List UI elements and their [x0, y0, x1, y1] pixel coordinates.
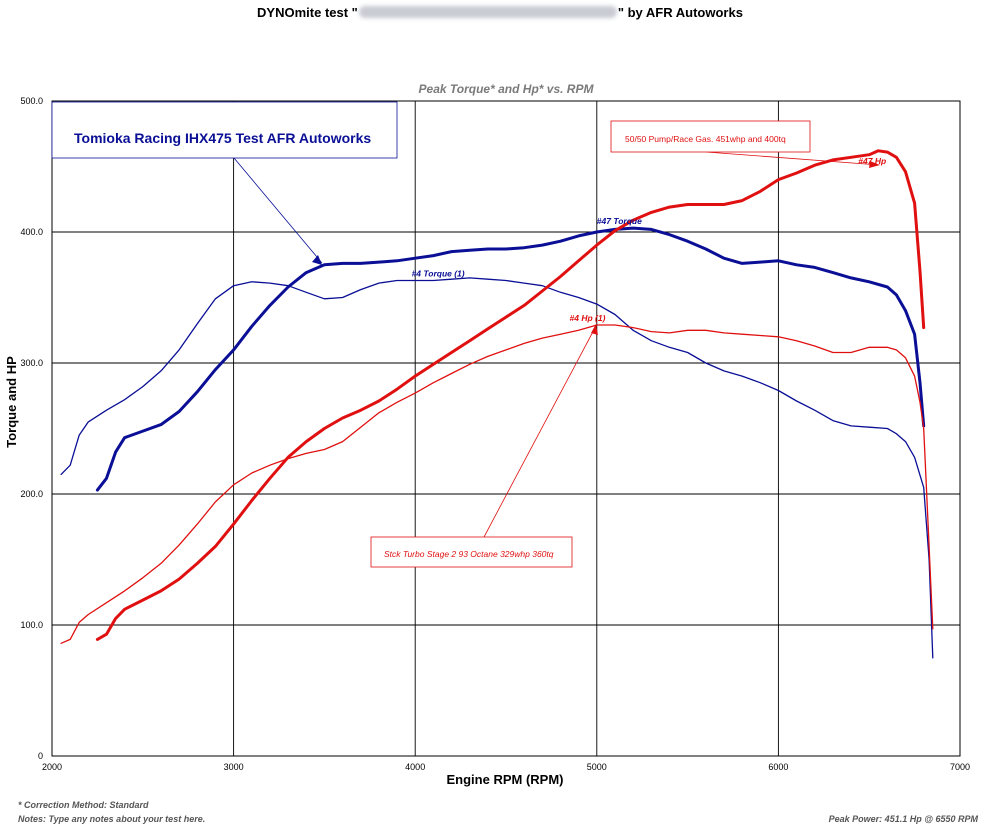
- redacted-test-name: [358, 6, 617, 18]
- arrowhead-red-top: [869, 161, 880, 168]
- plot-frame: [51, 100, 961, 757]
- annotation-box-blue: [51, 101, 398, 159]
- title-prefix: DYNOmite test ": [257, 5, 358, 20]
- correction-note: * Correction Method: Standard: [18, 800, 149, 810]
- annotation-callouts: Tomioka Racing IHX475 Test AFR Autoworks…: [51, 101, 880, 568]
- annotation-box-red-top: [610, 120, 811, 153]
- annotation-box-red-bottom: [370, 536, 573, 568]
- y-tick-label: 500.0: [20, 96, 43, 106]
- peak-power-note: Peak Power: 451.1 Hp @ 6550 RPM: [828, 814, 978, 824]
- y-axis-label: Torque and HP: [4, 356, 19, 448]
- y-tick-label: 400.0: [20, 227, 43, 237]
- y-tick-label: 0: [38, 751, 43, 761]
- y-tick-label: 300.0: [20, 358, 43, 368]
- series-labels: #47 Torque #4 Torque (1) #47 Hp #4 Hp (1): [412, 156, 887, 323]
- x-tick-label: 4000: [405, 762, 425, 772]
- series-line-4-hp-1: [60, 324, 934, 644]
- x-tick-label: 6000: [768, 762, 788, 772]
- y-tick-label: 200.0: [20, 489, 43, 499]
- chart-title: Peak Torque* and Hp* vs. RPM: [419, 82, 595, 96]
- annotation-leader-red-top: [705, 151, 880, 166]
- tick-labels: 2000 3000 4000 5000 6000 7000 0 100.0 200.0 300.0…: [20, 96, 970, 772]
- annotation-leader-blue: [233, 157, 323, 264]
- x-tick-label: 2000: [42, 762, 62, 772]
- arrowhead-blue: [312, 255, 322, 265]
- annotation-leader-red-bottom: [483, 325, 597, 538]
- series-label: #47 Hp: [858, 156, 886, 166]
- annotation-text-blue: Tomioka Racing IHX475 Test AFR Autoworks: [74, 130, 371, 146]
- series-line-4-torque-1: [60, 277, 934, 659]
- series-label: #4 Torque (1): [412, 269, 465, 279]
- series-label: #4 Hp (1): [570, 313, 606, 323]
- series-line-47-torque: [95, 226, 926, 492]
- page-title: DYNOmite test " " by AFR Autoworks: [0, 5, 1000, 20]
- series-line-47-hp: [95, 149, 926, 641]
- notes-text: Notes: Type any notes about your test he…: [18, 814, 206, 824]
- series-lines: [60, 149, 934, 659]
- x-tick-label: 5000: [587, 762, 607, 772]
- x-axis-label: Engine RPM (RPM): [447, 772, 564, 787]
- y-tick-label: 100.0: [20, 620, 43, 630]
- series-label: #47 Torque: [597, 216, 642, 226]
- title-suffix: " by AFR Autoworks: [617, 5, 743, 20]
- annotation-text-red-bottom: Stck Turbo Stage 2 93 Octane 329whp 360t…: [384, 549, 554, 559]
- x-tick-label: 7000: [950, 762, 970, 772]
- grid-lines: [51, 100, 961, 757]
- arrowhead-red-bottom: [591, 324, 598, 335]
- x-tick-label: 3000: [224, 762, 244, 772]
- annotation-text-red-top: 50/50 Pump/Race Gas. 451whp and 400tq: [625, 134, 786, 144]
